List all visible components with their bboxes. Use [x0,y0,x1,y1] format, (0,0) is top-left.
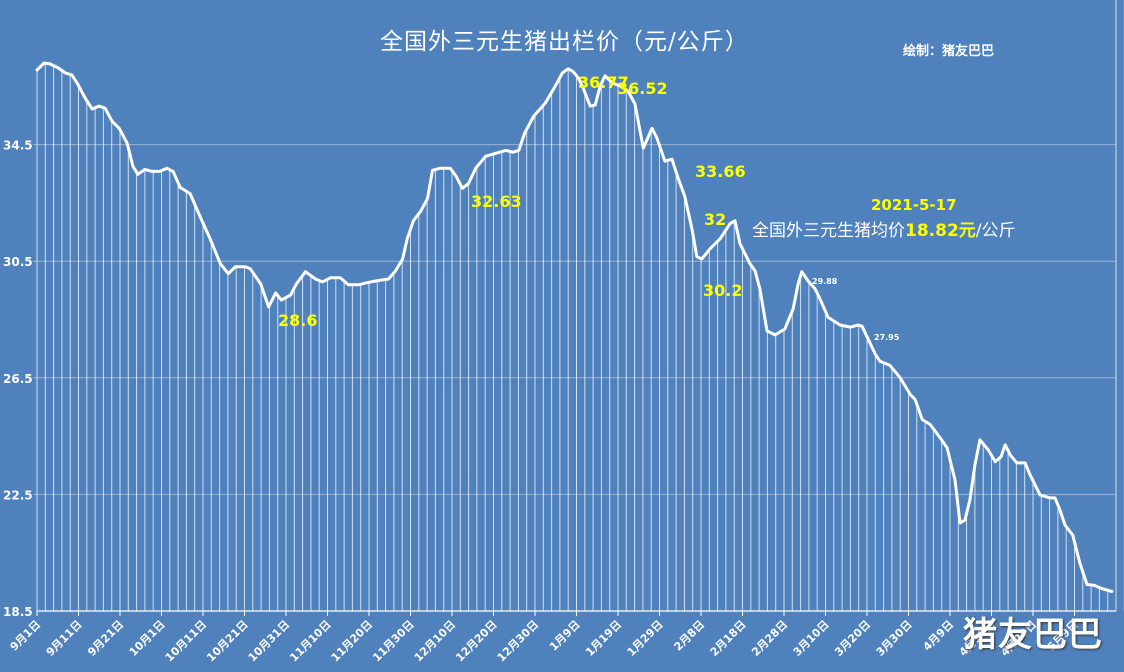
x-tick-label: 12月10日 [412,618,458,664]
annotation-value: 18.82元 [905,221,976,241]
x-tick-label: 9月11日 [44,618,85,659]
y-axis: 18.5 22.5 26.5 30.5 34.5 [3,139,33,619]
x-tick-label: 1月9日 [547,618,583,654]
x-tick-label: 4月9日 [921,618,957,654]
y-tick-label: 30.5 [3,255,33,269]
x-tick-label: 9月1日 [8,618,44,654]
price-line [35,61,1114,593]
annotation-prefix: 全国外三元生猪均价 [752,221,905,241]
author-credit: 绘制：猪友巴巴 [903,44,995,59]
x-tick-label: 11月30日 [370,618,416,664]
x-tick-label: 12月30日 [495,618,541,664]
data-label: 28.6 [278,311,317,330]
x-tick-label: 2月8日 [672,618,708,654]
x-tick-label: 2月28日 [749,618,790,659]
x-tick-label: 10月31日 [246,618,292,664]
y-tick-label: 18.5 [3,605,33,619]
data-label: 33.66 [695,162,746,181]
x-tick-label: 3月30日 [874,618,915,659]
x-tick-label: 11月10日 [287,618,333,664]
x-tick-label: 3月20日 [832,618,873,659]
annotation-suffix: /公斤 [975,221,1016,241]
data-label: 27.95 [874,333,900,342]
x-tick-label: 11月20日 [329,618,375,664]
data-label: 32 [704,210,726,229]
y-tick-label: 22.5 [3,488,33,502]
x-tick-label: 1月29日 [625,618,666,659]
x-tick-label: 1月19日 [583,618,624,659]
x-tick-label: 10月21日 [204,618,250,664]
data-label: 36.77 [578,73,629,92]
x-tick-label: 9月21日 [85,618,126,659]
y-tick-label: 26.5 [3,372,33,386]
y-tick-label: 34.5 [3,139,33,153]
watermark: 猪友巴巴 [963,615,1103,655]
latest-price-annotation: 2021-5-17 全国外三元生猪均价18.82元/公斤 [752,196,1016,241]
x-tick-label: 10月11日 [163,618,209,664]
x-tick-label: 3月10日 [791,618,832,659]
y-gridlines [33,144,1116,495]
x-tick-label: 10月1日 [127,618,168,659]
data-label: 32.63 [471,192,522,211]
data-label: 29.88 [812,277,838,286]
annotation-date: 2021-5-17 [871,196,957,214]
x-axis: 9月1日 9月11日 9月21日 10月1日10月11日10月21日10月31日11月… [8,610,1116,664]
chart-title: 全国外三元生猪出栏价（元/公斤） [380,29,749,55]
x-tick-label: 2月18日 [708,618,749,659]
drop-lines [36,0,1124,611]
data-label: 36.52 [617,79,668,98]
data-label: 30.2 [703,281,742,300]
annotation-text: 全国外三元生猪均价18.82元/公斤 [752,216,1016,241]
x-tick-label: 12月20日 [453,618,499,664]
